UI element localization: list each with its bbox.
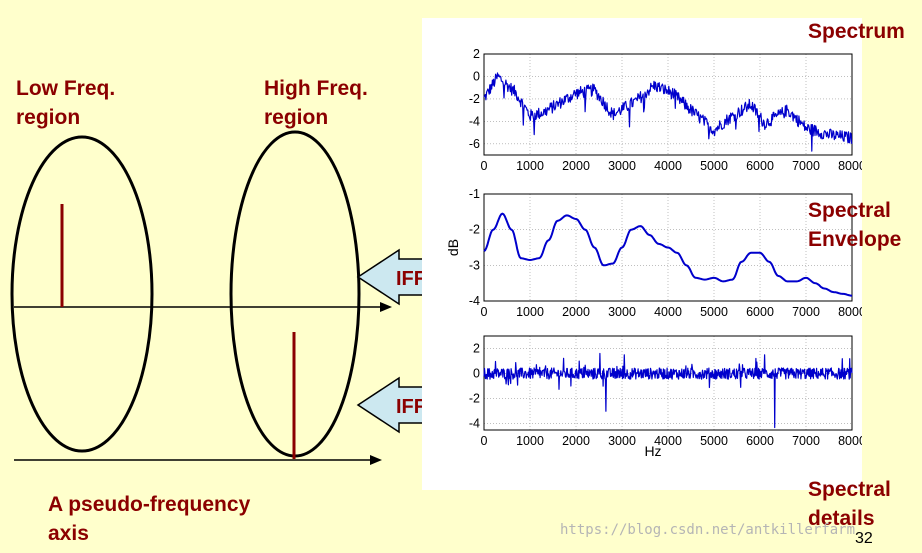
chart-2-xtick-5: 5000 bbox=[700, 434, 728, 448]
spectral-details-label-line1: Spectral bbox=[808, 478, 891, 501]
chart-1-xtick-5: 5000 bbox=[700, 305, 728, 319]
chart-0-frame bbox=[483, 53, 853, 156]
spectrum-plots: 01000200030004000500060007000800020-2-4-… bbox=[445, 47, 866, 459]
chart-2-frame bbox=[483, 335, 853, 431]
spectrum-label-text: Spectrum bbox=[808, 20, 905, 43]
chart-2-ytick-3: -4 bbox=[469, 417, 480, 431]
chart-0-xtick-6: 6000 bbox=[746, 159, 774, 173]
pseudo-frequency-axis-label-line2: axis bbox=[48, 522, 89, 545]
chart-1-xtick-3: 3000 bbox=[608, 305, 636, 319]
high-freq-label-line1: High Freq. bbox=[264, 77, 368, 100]
chart-0: 0 1000 2000 3000 4000 5000 6000 7000 8000 2 0 -2 -4 -… bbox=[469, 47, 866, 173]
low-freq-label-line2: region bbox=[16, 106, 81, 129]
chart-1-series-line bbox=[483, 212, 852, 297]
chart-2-series-line bbox=[483, 352, 853, 429]
chart-1-xtick-7: 7000 bbox=[792, 305, 820, 319]
low-freq-label: Low Freq. region bbox=[16, 74, 115, 132]
spectral-envelope-label-line2: Envelope bbox=[808, 228, 902, 251]
chart-2-xtick-7: 7000 bbox=[792, 434, 820, 448]
chart-0-ytick-1: 0 bbox=[473, 69, 480, 83]
chart-1-ytick-3: -4 bbox=[469, 294, 480, 308]
pseudo-frequency-axis-label-line1: A pseudo-frequency bbox=[48, 493, 251, 516]
chart-0-xtick-4: 4000 bbox=[654, 159, 682, 173]
low-freq-ellipse bbox=[10, 135, 154, 453]
chart-1-xtick-6: 6000 bbox=[746, 305, 774, 319]
page-number: 32 bbox=[855, 530, 873, 547]
chart-0-ytick-4: -6 bbox=[469, 137, 480, 151]
chart-1-xtick-2: 2000 bbox=[562, 305, 590, 319]
chart-2-xtick-3: 3000 bbox=[608, 434, 636, 448]
chart-0-xtick-8: 8000 bbox=[838, 159, 862, 173]
chart-2-ytick-2: -2 bbox=[469, 392, 480, 406]
pseudo-frequency-axis-label: A pseudo-frequency axis bbox=[48, 490, 250, 548]
high-freq-label-line2: region bbox=[264, 106, 329, 129]
middle-axis-arrowhead bbox=[380, 302, 392, 312]
chart-2-xtick-8: 8000 bbox=[838, 434, 862, 448]
chart-2-ytick-1: 0 bbox=[473, 367, 480, 381]
chart-1-frame bbox=[483, 193, 853, 302]
spectral-envelope-label: Spectral Envelope bbox=[808, 196, 901, 254]
chart-1: 0 1000 2000 3000 4000 5000 6000 7000 8000 -1 -2 -3 -… bbox=[445, 187, 866, 319]
chart-2-xtick-6: 6000 bbox=[746, 434, 774, 448]
chart-2: 0 1000 2000 3000 4000 5000 6000 7000 8000 2 0 -2 -4 H… bbox=[469, 335, 866, 459]
chart-1-xtick-8: 8000 bbox=[838, 305, 862, 319]
chart-1-ytick-0: -1 bbox=[469, 187, 480, 201]
chart-1-ylabel: dB bbox=[445, 239, 461, 256]
chart-0-xtick-5: 5000 bbox=[700, 159, 728, 173]
chart-2-xlabel: Hz bbox=[644, 443, 661, 459]
spectral-details-label-line2: details bbox=[808, 507, 875, 530]
chart-0-xtick-1: 1000 bbox=[516, 159, 544, 173]
watermark: https://blog.csdn.net/antkillerfarm bbox=[560, 522, 856, 538]
chart-2-xtick-1: 1000 bbox=[516, 434, 544, 448]
chart-1-xtick-4: 4000 bbox=[654, 305, 682, 319]
chart-0-ytick-0: 2 bbox=[473, 47, 480, 61]
pseudo-frequency-axis-arrowhead bbox=[370, 455, 382, 465]
chart-2-ytick-0: 2 bbox=[473, 342, 480, 356]
chart-2-xtick-4: 4000 bbox=[654, 434, 682, 448]
chart-0-xtick-7: 7000 bbox=[792, 159, 820, 173]
spectral-envelope-label-line1: Spectral bbox=[808, 199, 891, 222]
chart-0-ytick-2: -2 bbox=[469, 92, 480, 106]
spectral-details-label: Spectral details bbox=[808, 475, 891, 533]
chart-1-xtick-1: 1000 bbox=[516, 305, 544, 319]
high-freq-label: High Freq. region bbox=[264, 74, 368, 132]
spectrum-label: Spectrum bbox=[808, 17, 905, 46]
chart-2-xtick-2: 2000 bbox=[562, 434, 590, 448]
chart-1-xtick-0: 0 bbox=[481, 305, 488, 319]
chart-1-ytick-2: -3 bbox=[469, 258, 480, 272]
chart-0-xtick-2: 2000 bbox=[562, 159, 590, 173]
chart-0-series-line bbox=[483, 72, 853, 152]
plot-panel: 01000200030004000500060007000800020-2-4-… bbox=[422, 18, 866, 490]
chart-0-ytick-3: -4 bbox=[469, 114, 480, 128]
chart-1-ytick-1: -2 bbox=[469, 223, 480, 237]
chart-0-xtick-3: 3000 bbox=[608, 159, 636, 173]
chart-2-xtick-0: 0 bbox=[481, 434, 488, 448]
low-freq-label-line1: Low Freq. bbox=[16, 77, 116, 100]
chart-0-xtick-0: 0 bbox=[481, 159, 488, 173]
